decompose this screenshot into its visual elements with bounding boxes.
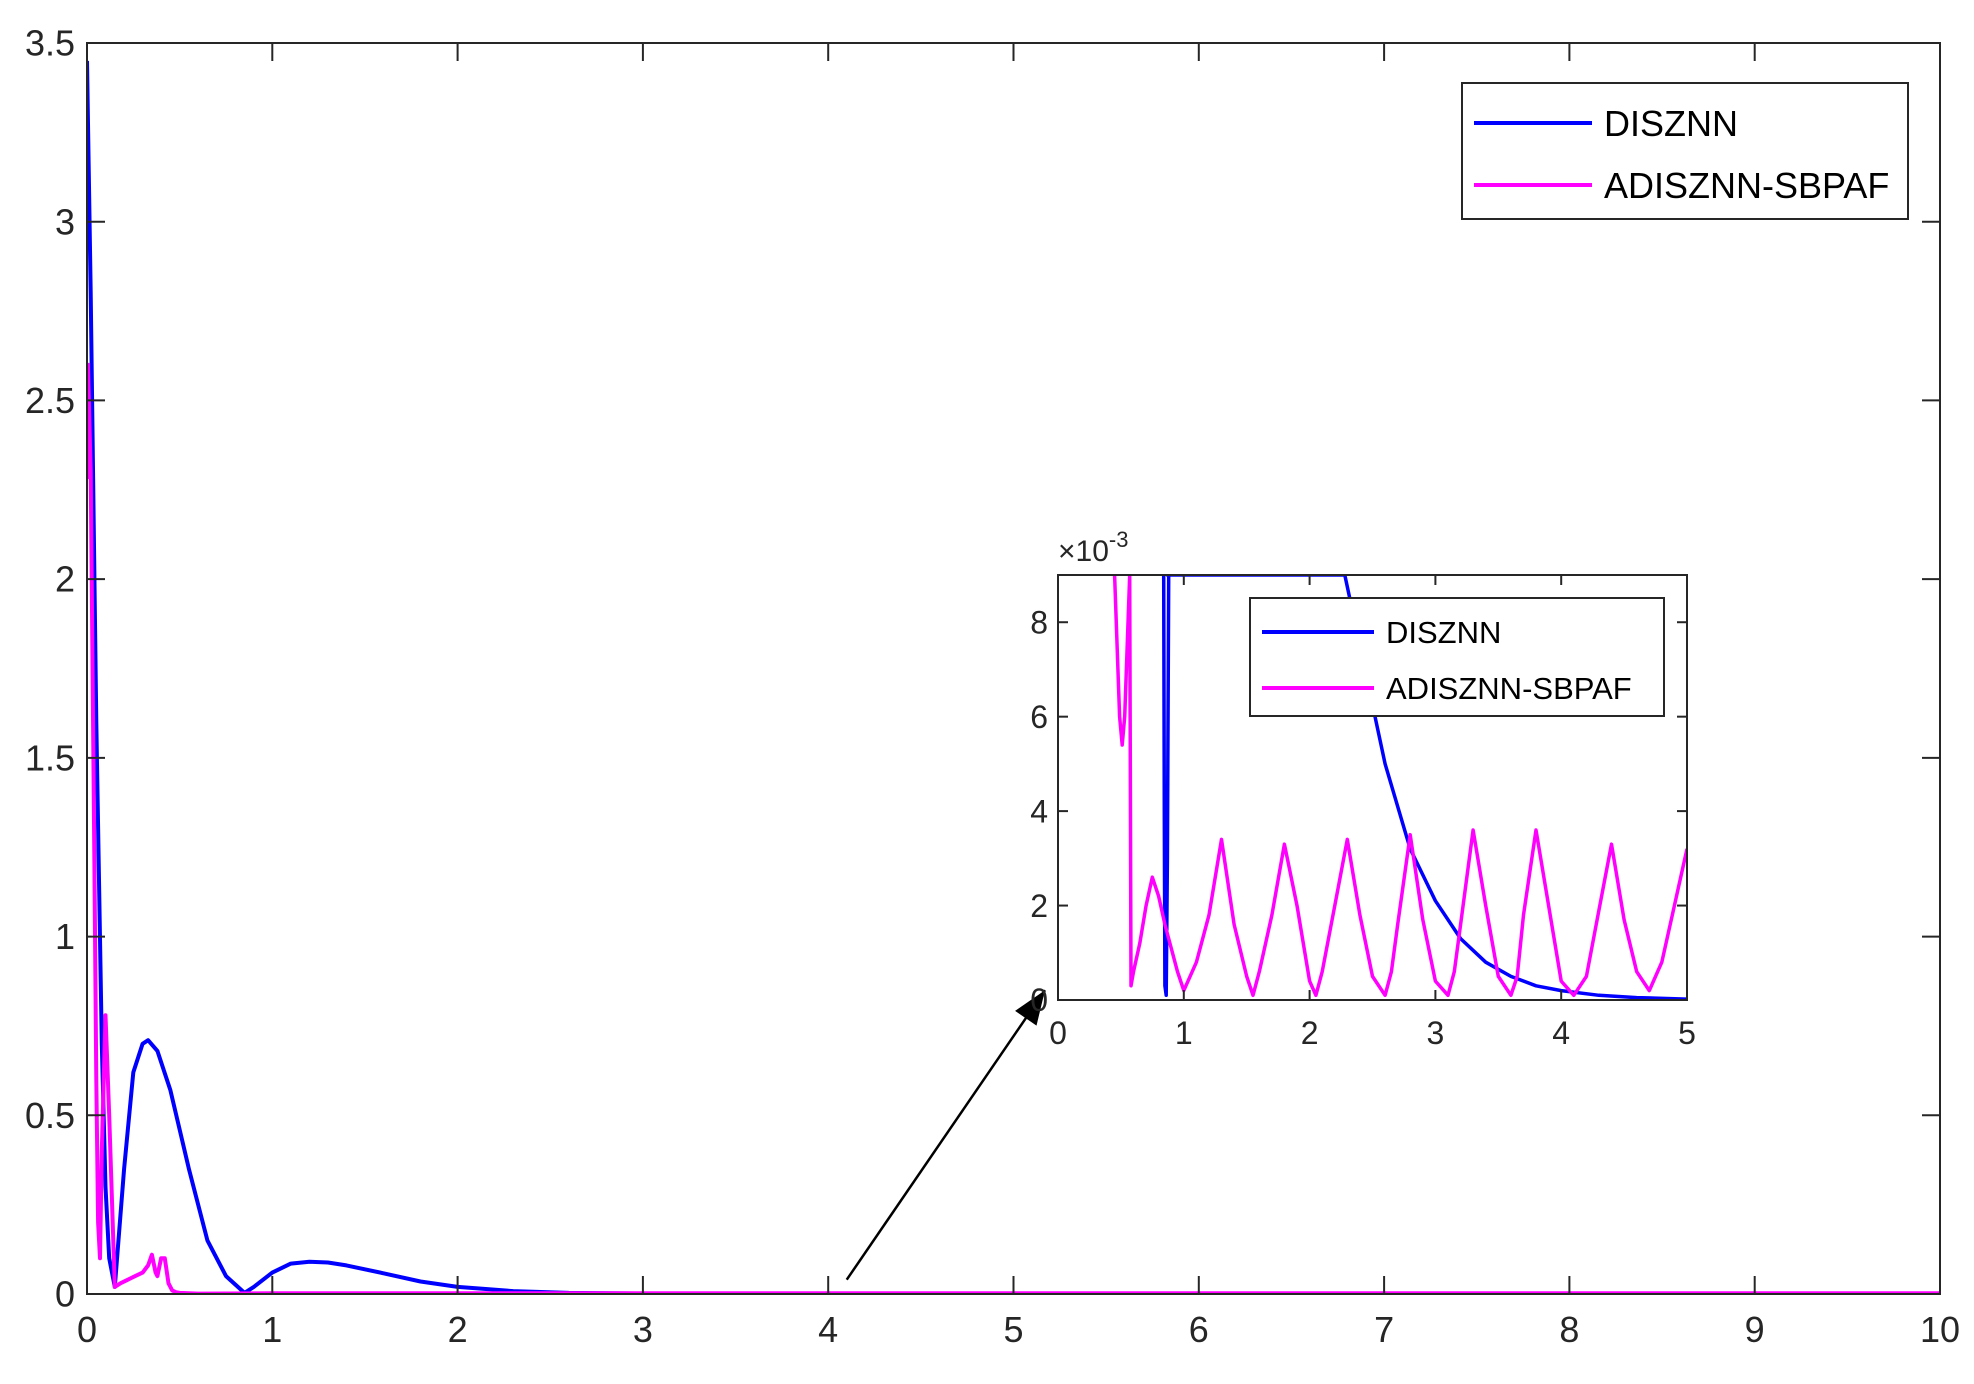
- y-tick-label: 1.5: [25, 737, 75, 778]
- legend-label: ADISZNN-SBPAF: [1604, 165, 1889, 206]
- x-tick-label: 4: [1552, 1015, 1570, 1051]
- legend-label: DISZNN: [1386, 615, 1501, 650]
- legend-label: ADISZNN-SBPAF: [1386, 671, 1632, 706]
- x-tick-label: 1: [262, 1309, 282, 1350]
- x-tick-label: 6: [1189, 1309, 1209, 1350]
- series-line-disznn: [1161, 575, 1687, 1000]
- x-tick-label: 8: [1559, 1309, 1579, 1350]
- arrow-head: [1015, 990, 1045, 1026]
- y-tick-label: 1: [55, 916, 75, 957]
- y-tick-label: 8: [1030, 604, 1048, 640]
- y-axis-multiplier-exponent: -3: [1109, 527, 1129, 552]
- series-line-adisznn-sbpaf: [1112, 575, 1687, 998]
- y-tick-label: 0.5: [25, 1095, 75, 1136]
- x-tick-label: 2: [448, 1309, 468, 1350]
- x-tick-label: 5: [1003, 1309, 1023, 1350]
- arrow-line: [845, 989, 1047, 1281]
- x-tick-label: 9: [1745, 1309, 1765, 1350]
- legend: DISZNN ADISZNN-SBPAF: [1249, 597, 1665, 717]
- x-tick-label: 7: [1374, 1309, 1394, 1350]
- y-tick-label: 4: [1030, 793, 1048, 829]
- y-tick-label: 3.5: [25, 23, 75, 64]
- x-tick-label: 5: [1678, 1015, 1696, 1051]
- x-tick-label: 4: [818, 1309, 838, 1350]
- legend-label: DISZNN: [1604, 103, 1738, 144]
- x-tick-label: 2: [1301, 1015, 1319, 1051]
- x-tick-label: 0: [77, 1309, 97, 1350]
- x-tick-label: 3: [1427, 1015, 1445, 1051]
- y-tick-label: 2: [55, 559, 75, 600]
- y-tick-label: 3: [55, 201, 75, 242]
- x-tick-label: 3: [633, 1309, 653, 1350]
- y-tick-label: 2: [1030, 888, 1048, 924]
- y-tick-label: 0: [55, 1274, 75, 1315]
- x-tick-label: 1: [1175, 1015, 1193, 1051]
- y-tick-label: 6: [1030, 699, 1048, 735]
- axes-box: [1057, 574, 1688, 1001]
- x-tick-label: 10: [1920, 1309, 1960, 1350]
- y-tick-label: 2.5: [25, 380, 75, 421]
- legend-box: [1249, 597, 1665, 717]
- x-tick-label: 0: [1049, 1015, 1067, 1051]
- legend-box: [1461, 82, 1909, 220]
- legend: DISZNN ADISZNN-SBPAF: [1461, 82, 1909, 220]
- y-tick-label: 0: [1030, 982, 1048, 1018]
